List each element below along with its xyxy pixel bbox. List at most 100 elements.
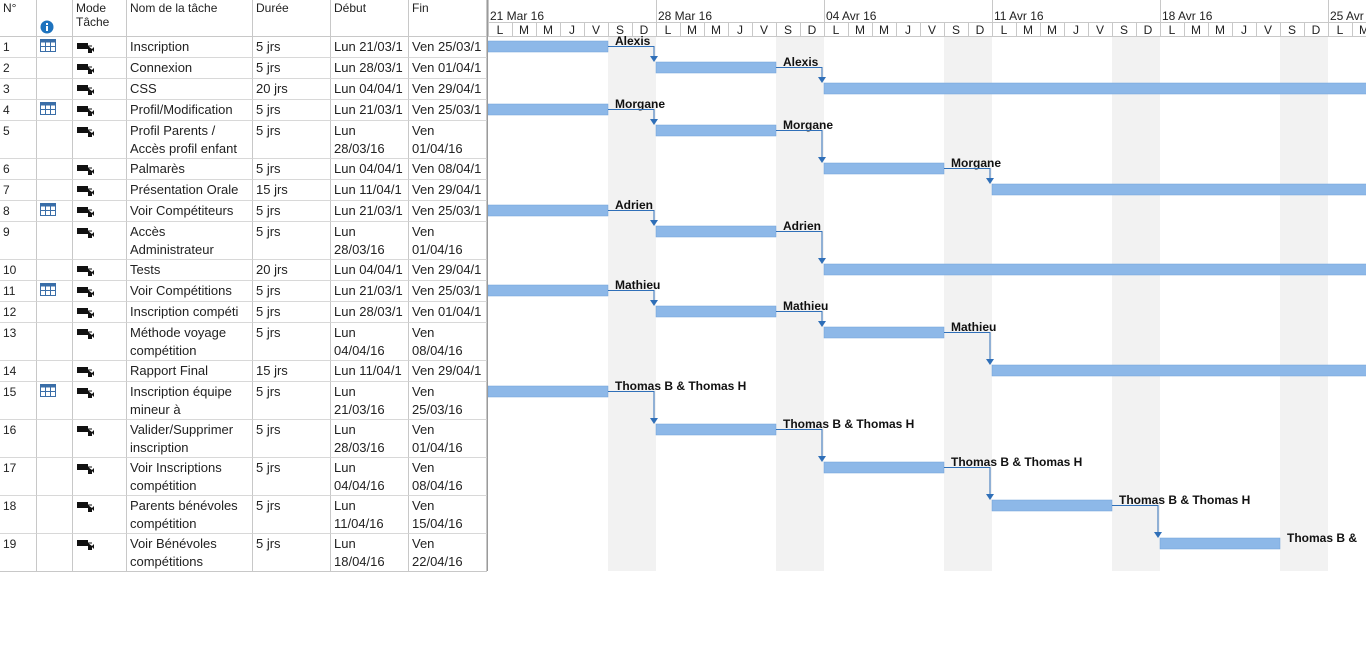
task-start-cell[interactable]: Lun 21/03/1: [331, 37, 409, 58]
task-row[interactable]: 9 Accès Administrateur 5 jrs Lun 28/03/16 Ve…: [0, 222, 487, 260]
task-start-cell[interactable]: Lun 28/03/16: [331, 420, 409, 458]
task-bar[interactable]: [655, 423, 777, 436]
task-start-cell[interactable]: Lun 28/03/1: [331, 302, 409, 323]
task-id-cell[interactable]: 3: [0, 79, 37, 100]
task-end-cell[interactable]: Ven 25/03/1: [409, 100, 487, 121]
task-name-cell[interactable]: Voir Bénévoles compétitions: [127, 534, 253, 572]
task-name-cell[interactable]: Inscription: [127, 37, 253, 58]
column-header-end[interactable]: Fin: [409, 0, 487, 37]
task-bar[interactable]: [487, 40, 609, 53]
task-name-cell[interactable]: Profil Parents / Accès profil enfant: [127, 121, 253, 159]
task-end-cell[interactable]: Ven 29/04/1: [409, 260, 487, 281]
task-name-cell[interactable]: Palmarès: [127, 159, 253, 180]
task-duration-cell[interactable]: 5 jrs: [253, 302, 331, 323]
task-duration-cell[interactable]: 5 jrs: [253, 159, 331, 180]
task-duration-cell[interactable]: 15 jrs: [253, 361, 331, 382]
task-end-cell[interactable]: Ven 01/04/1: [409, 302, 487, 323]
task-end-cell[interactable]: Ven 08/04/16: [409, 458, 487, 496]
task-id-cell[interactable]: 1: [0, 37, 37, 58]
task-end-cell[interactable]: Ven 22/04/16: [409, 534, 487, 572]
task-duration-cell[interactable]: 15 jrs: [253, 180, 331, 201]
task-bar[interactable]: [991, 499, 1113, 512]
task-bar[interactable]: [991, 364, 1366, 377]
task-start-cell[interactable]: Lun 21/03/1: [331, 281, 409, 302]
column-header-indicators[interactable]: [37, 0, 73, 37]
task-row[interactable]: 16 Valider/Supprimer inscription 5 jrs Lun …: [0, 420, 487, 458]
task-end-cell[interactable]: Ven 25/03/16: [409, 382, 487, 420]
task-name-cell[interactable]: CSS: [127, 79, 253, 100]
task-bar[interactable]: [487, 284, 609, 297]
task-end-cell[interactable]: Ven 25/03/1: [409, 201, 487, 222]
task-duration-cell[interactable]: 5 jrs: [253, 420, 331, 458]
column-header-duration[interactable]: Durée: [253, 0, 331, 37]
task-id-cell[interactable]: 11: [0, 281, 37, 302]
task-bar[interactable]: [823, 461, 945, 474]
task-row[interactable]: 4 Profil/Modification 5 jrs Lun 21/03/1 Ven …: [0, 100, 487, 121]
task-mode-cell[interactable]: [73, 37, 127, 58]
task-row[interactable]: 18 Parents bénévoles compétition 5 jrs Lun …: [0, 496, 487, 534]
task-name-cell[interactable]: Connexion: [127, 58, 253, 79]
task-name-cell[interactable]: Méthode voyage compétition: [127, 323, 253, 361]
task-start-cell[interactable]: Lun 28/03/16: [331, 222, 409, 260]
task-end-cell[interactable]: Ven 01/04/16: [409, 222, 487, 260]
task-id-cell[interactable]: 8: [0, 201, 37, 222]
task-bar[interactable]: [823, 326, 945, 339]
task-duration-cell[interactable]: 5 jrs: [253, 100, 331, 121]
task-row[interactable]: 7 Présentation Orale 15 jrs Lun 11/04/1 Ven …: [0, 180, 487, 201]
task-row[interactable]: 13 Méthode voyage compétition 5 jrs Lun 04/…: [0, 323, 487, 361]
task-row[interactable]: 3 CSS 20 jrs Lun 04/04/1 Ven 29/04/1: [0, 79, 487, 100]
task-row[interactable]: 11 Voir Compétitions 5 jrs Lun 21/03/1 Ven 2…: [0, 281, 487, 302]
task-name-cell[interactable]: Accès Administrateur: [127, 222, 253, 260]
column-header-name[interactable]: Nom de la tâche: [127, 0, 253, 37]
task-bar[interactable]: [655, 305, 777, 318]
task-mode-cell[interactable]: [73, 260, 127, 281]
task-duration-cell[interactable]: 20 jrs: [253, 260, 331, 281]
task-end-cell[interactable]: Ven 01/04/1: [409, 58, 487, 79]
task-name-cell[interactable]: Profil/Modification: [127, 100, 253, 121]
task-mode-cell[interactable]: [73, 222, 127, 260]
task-mode-cell[interactable]: [73, 323, 127, 361]
task-row[interactable]: 6 Palmarès 5 jrs Lun 04/04/1 Ven 08/04/1: [0, 159, 487, 180]
task-end-cell[interactable]: Ven 29/04/1: [409, 180, 487, 201]
task-bar[interactable]: [655, 225, 777, 238]
column-header-start[interactable]: Début: [331, 0, 409, 37]
task-end-cell[interactable]: Ven 29/04/1: [409, 361, 487, 382]
task-row[interactable]: 14 Rapport Final 15 jrs Lun 11/04/1 Ven 29/0…: [0, 361, 487, 382]
task-id-cell[interactable]: 9: [0, 222, 37, 260]
task-duration-cell[interactable]: 5 jrs: [253, 37, 331, 58]
task-duration-cell[interactable]: 5 jrs: [253, 458, 331, 496]
task-id-cell[interactable]: 10: [0, 260, 37, 281]
task-duration-cell[interactable]: 5 jrs: [253, 281, 331, 302]
task-mode-cell[interactable]: [73, 180, 127, 201]
task-mode-cell[interactable]: [73, 420, 127, 458]
task-name-cell[interactable]: Présentation Orale: [127, 180, 253, 201]
task-row[interactable]: 5 Profil Parents / Accès profil enfant 5 j…: [0, 121, 487, 159]
task-name-cell[interactable]: Voir Inscriptions compétition: [127, 458, 253, 496]
task-start-cell[interactable]: Lun 21/03/1: [331, 201, 409, 222]
task-end-cell[interactable]: Ven 08/04/16: [409, 323, 487, 361]
task-name-cell[interactable]: Parents bénévoles compétition: [127, 496, 253, 534]
task-mode-cell[interactable]: [73, 100, 127, 121]
task-id-cell[interactable]: 4: [0, 100, 37, 121]
task-bar[interactable]: [823, 263, 1366, 276]
column-header-id[interactable]: N°: [0, 0, 37, 37]
column-header-mode[interactable]: Mode Tâche: [73, 0, 127, 37]
task-mode-cell[interactable]: [73, 159, 127, 180]
task-name-cell[interactable]: Inscription équipe mineur à: [127, 382, 253, 420]
task-end-cell[interactable]: Ven 25/03/1: [409, 37, 487, 58]
task-duration-cell[interactable]: 5 jrs: [253, 323, 331, 361]
task-start-cell[interactable]: Lun 11/04/16: [331, 496, 409, 534]
task-mode-cell[interactable]: [73, 534, 127, 572]
task-start-cell[interactable]: Lun 04/04/16: [331, 323, 409, 361]
task-mode-cell[interactable]: [73, 281, 127, 302]
task-end-cell[interactable]: Ven 25/03/1: [409, 281, 487, 302]
task-name-cell[interactable]: Voir Compétiteurs: [127, 201, 253, 222]
task-end-cell[interactable]: Ven 01/04/16: [409, 121, 487, 159]
task-name-cell[interactable]: Valider/Supprimer inscription: [127, 420, 253, 458]
task-start-cell[interactable]: Lun 18/04/16: [331, 534, 409, 572]
task-start-cell[interactable]: Lun 28/03/16: [331, 121, 409, 159]
task-id-cell[interactable]: 19: [0, 534, 37, 572]
task-bar[interactable]: [1159, 537, 1281, 550]
task-bar[interactable]: [487, 103, 609, 116]
